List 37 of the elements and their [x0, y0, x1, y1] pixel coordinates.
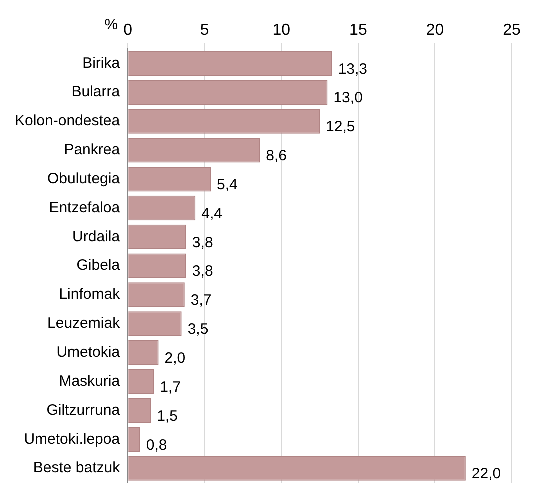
y-tick-label: Maskuria — [59, 372, 121, 390]
y-tick-label: Urdaila — [72, 228, 121, 246]
y-tick-label: Obulutegia — [48, 170, 121, 188]
y-tick-label: Umetokia — [56, 344, 121, 361]
data-label: 13,3 — [338, 60, 368, 78]
data-label: 4,4 — [202, 205, 223, 222]
y-tick-label: Pankrea — [64, 142, 121, 159]
data-label: 2,0 — [164, 350, 186, 367]
data-label: 3,8 — [192, 263, 214, 280]
data-label: 5,4 — [217, 176, 238, 194]
data-label: 13,0 — [334, 90, 363, 107]
data-label: 3,7 — [190, 292, 212, 310]
y-tick-label: Leuzemiak — [48, 315, 121, 332]
data-label: 3,8 — [192, 234, 214, 252]
y-tick-label: Giltzurruna — [46, 402, 121, 419]
y-tick-label: Kolon-ondestea — [14, 112, 121, 130]
data-label: 0,8 — [146, 436, 168, 454]
x-tick-label: 10 — [272, 22, 291, 40]
data-label: 3,5 — [188, 321, 209, 338]
y-tick-label: Birika — [82, 54, 121, 72]
x-tick-label: 5 — [200, 22, 210, 40]
data-label: 22,0 — [472, 466, 502, 483]
data-label: 12,5 — [326, 118, 356, 136]
y-tick-label: Linfomak — [59, 286, 121, 304]
x-tick-label: 15 — [350, 22, 368, 40]
data-label: 1,7 — [160, 378, 182, 396]
y-tick-label: Umetoki.lepoa — [24, 430, 121, 448]
y-tick-label: Gibela — [76, 257, 121, 274]
y-tick-label: Bularra — [72, 84, 121, 101]
x-tick-label: 0 — [124, 22, 133, 40]
x-axis-title: % — [104, 16, 118, 34]
y-tick-label: Beste batzuk — [33, 460, 121, 477]
data-label: 1,5 — [157, 408, 178, 425]
data-label: 8,6 — [266, 148, 288, 165]
x-tick-label: 25 — [503, 22, 521, 40]
y-tick-label: Entzefaloa — [49, 199, 121, 216]
x-tick-label: 20 — [426, 22, 444, 40]
